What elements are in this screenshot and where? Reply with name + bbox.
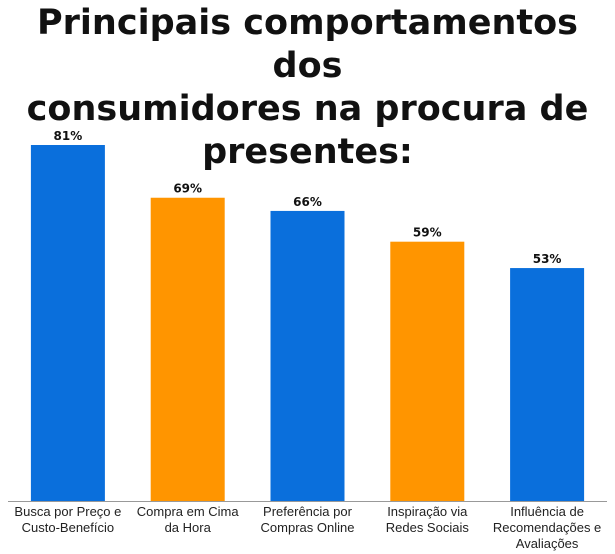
category-label-4-line-1: Inspiração via (387, 504, 468, 519)
value-label-4: 59% (413, 226, 442, 240)
bar-1 (30, 145, 105, 501)
chart-title: Principais comportamentos dos consumidor… (0, 2, 615, 174)
bar-4 (390, 241, 465, 502)
value-label-5: 53% (533, 252, 562, 266)
category-label-1-line-2: Custo-Benefício (22, 520, 115, 535)
category-label-1: Busca por Preço e Custo-Benefício (14, 504, 121, 535)
category-label-3-line-2: Compras Online (261, 520, 355, 535)
category-label-4-line-2: Redes Sociais (386, 520, 470, 535)
bar-2 (150, 197, 225, 502)
value-label-2: 69% (173, 182, 202, 196)
value-labels-group: 81% 69% 66% 59% 53% (54, 129, 562, 266)
category-label-2-line-2: da Hora (165, 520, 212, 535)
bar-3 (270, 210, 345, 502)
bar-5 (510, 268, 585, 501)
category-label-3: Preferência por Compras Online (261, 504, 355, 535)
category-label-4: Inspiração via Redes Sociais (386, 504, 470, 535)
value-label-1: 81% (54, 129, 83, 143)
bars-group (30, 145, 585, 502)
category-label-5-line-3: Avaliações (516, 536, 579, 551)
category-label-3-line-1: Preferência por (263, 504, 353, 519)
chart-title-line-1: Principais comportamentos dos (37, 3, 578, 86)
chart-title-line-2: consumidores na procura de (26, 89, 589, 129)
category-label-5: Influência de Recomendações e Avaliações (493, 504, 601, 551)
value-label-3: 66% (293, 195, 322, 209)
category-label-5-line-2: Recomendações e (493, 520, 601, 535)
category-label-5-line-1: Influência de (510, 504, 584, 519)
chart-title-line-3: presentes: (202, 132, 413, 172)
category-labels-group: Busca por Preço e Custo-Benefício Compra e… (14, 504, 601, 551)
category-label-1-line-1: Busca por Preço e (14, 504, 121, 519)
category-label-2: Compra em Cima da Hora (137, 504, 240, 535)
category-label-2-line-1: Compra em Cima (137, 504, 240, 519)
